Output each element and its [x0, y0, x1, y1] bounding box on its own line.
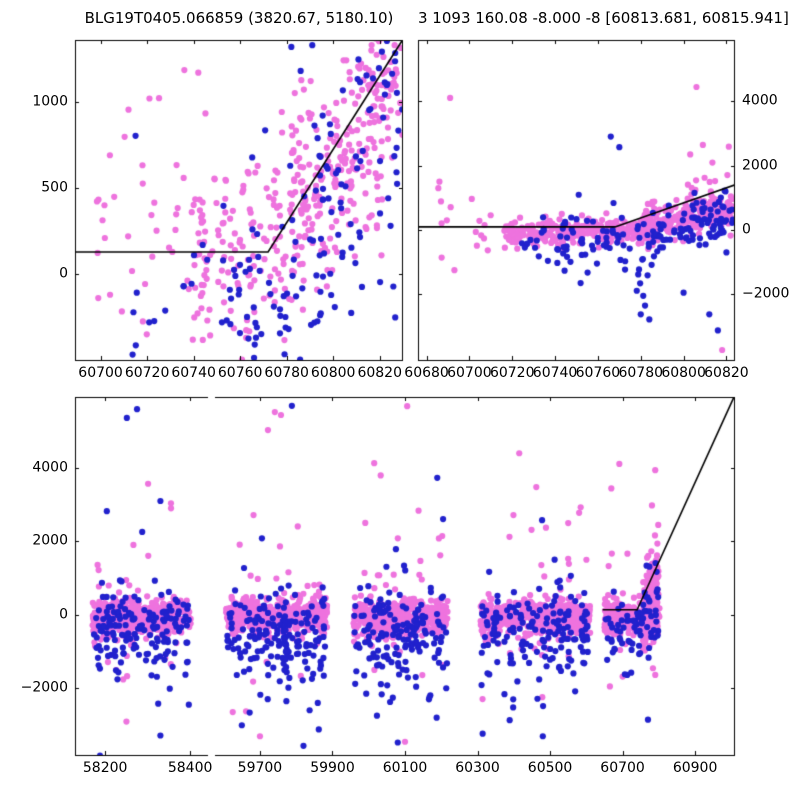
scatter-plot-canvas — [0, 0, 800, 800]
figure: BLG19T0405.066859 (3820.67, 5180.10) 3 1… — [0, 0, 800, 800]
